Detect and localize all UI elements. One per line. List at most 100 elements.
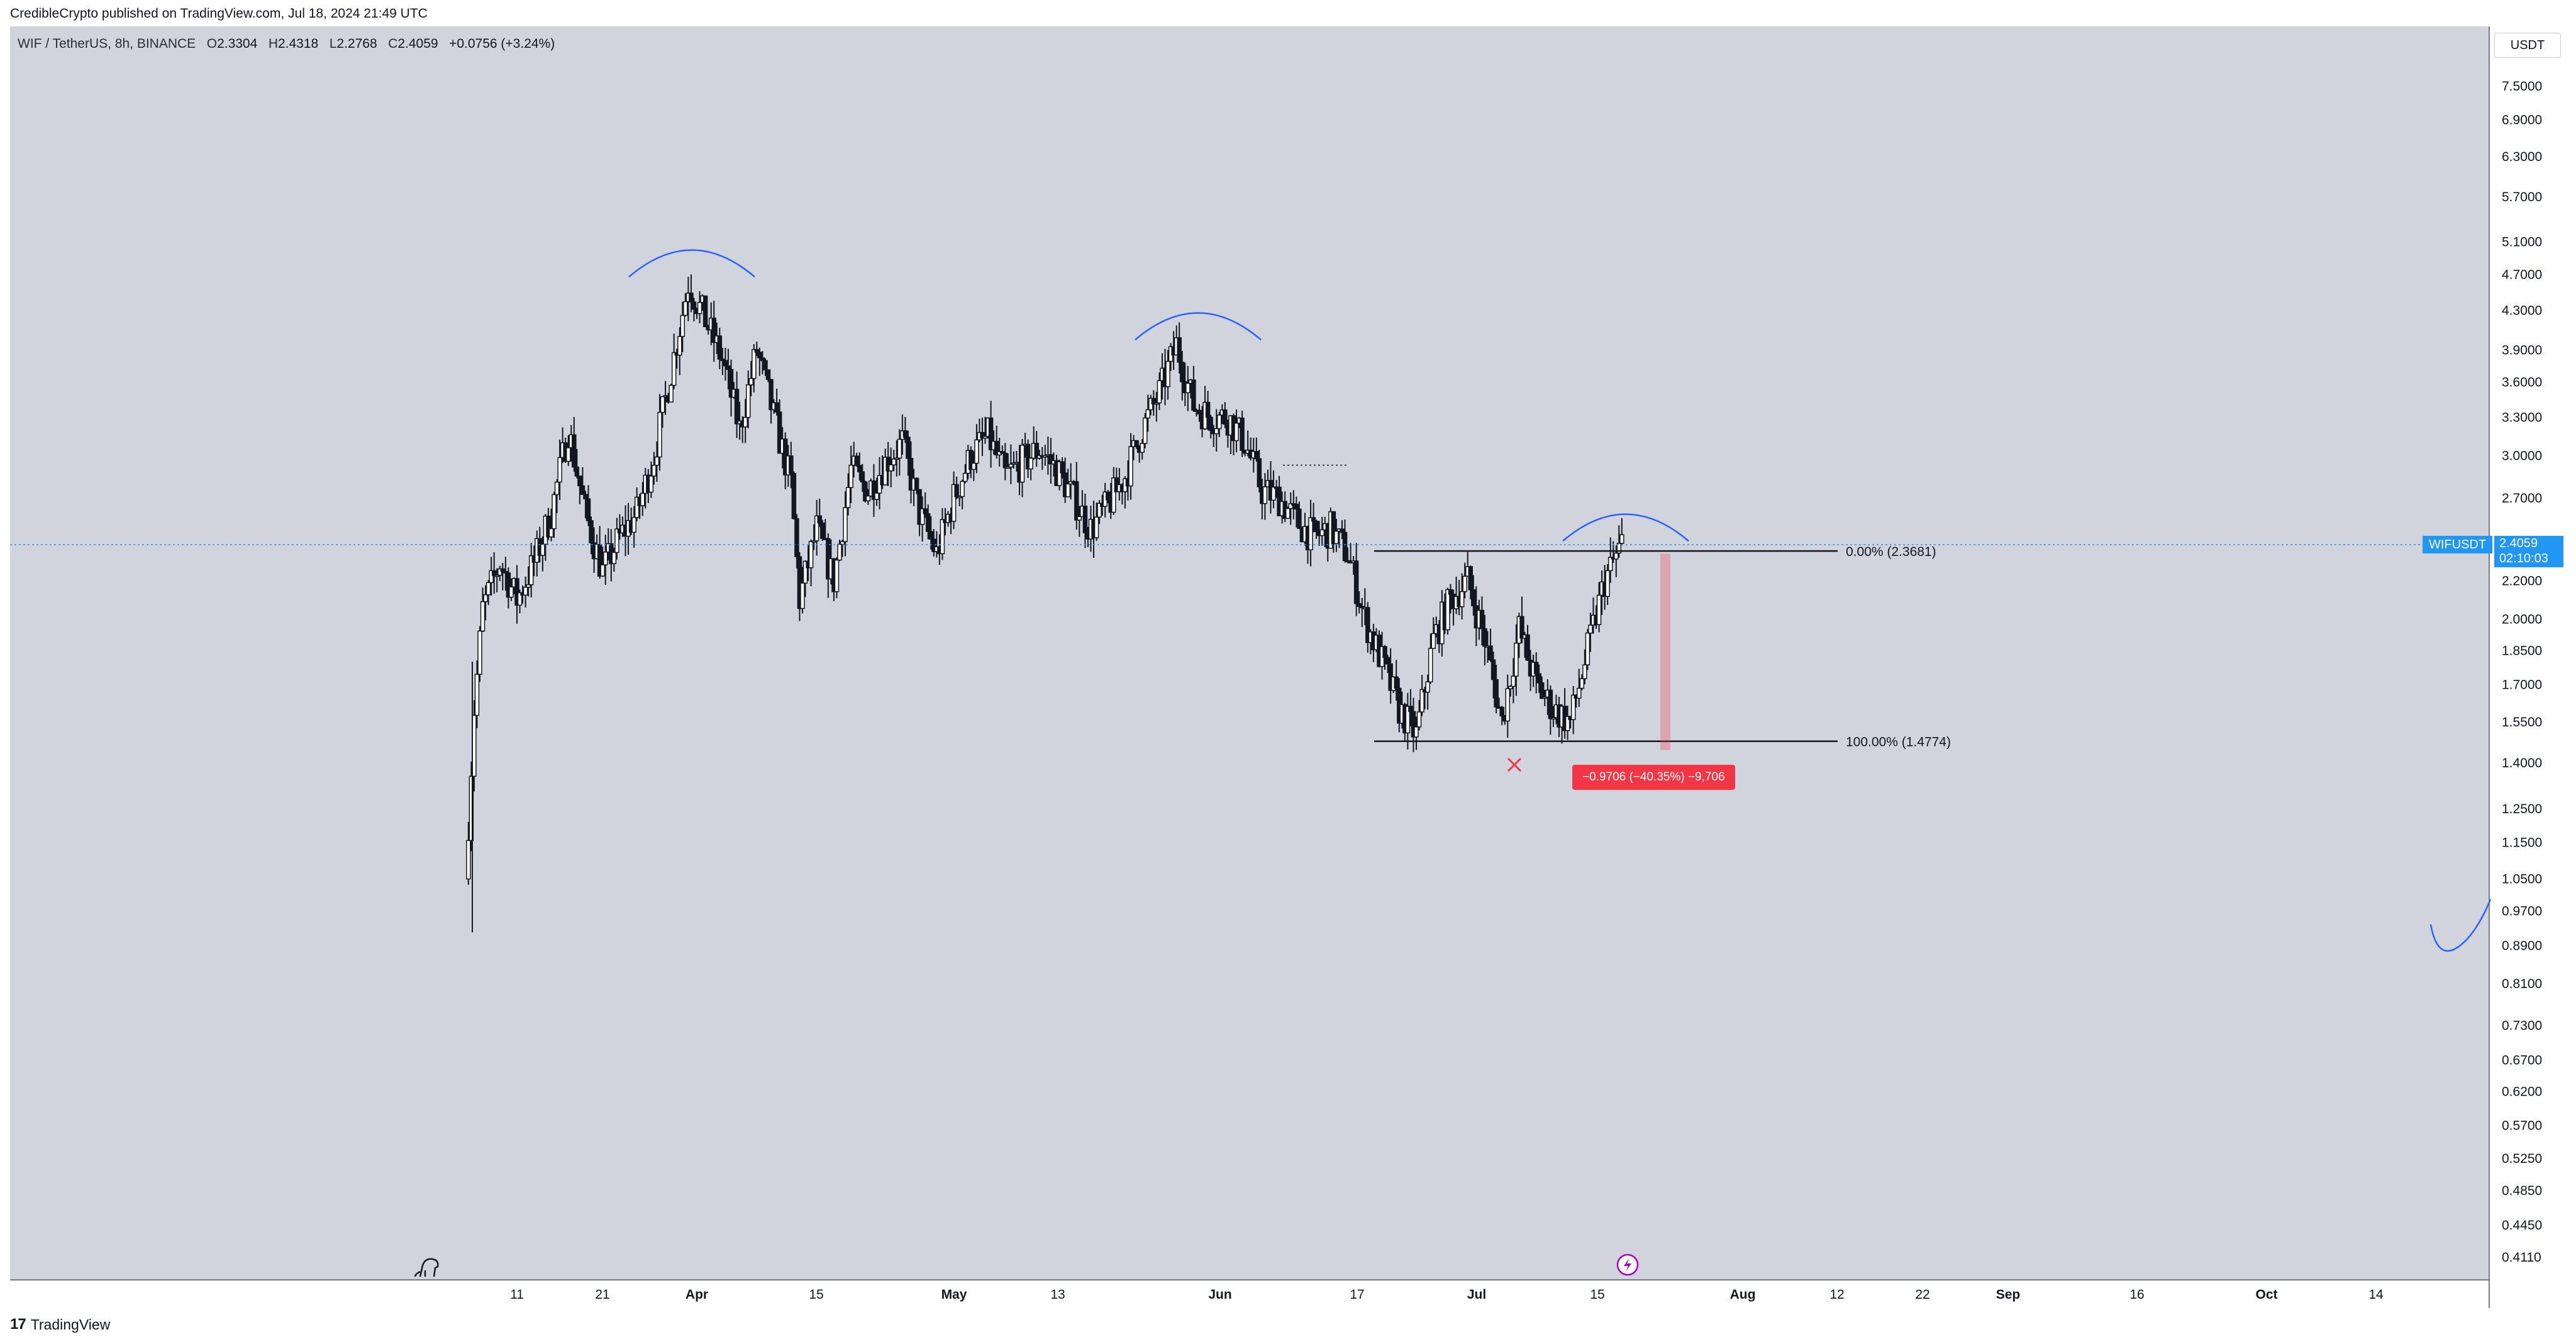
price-tick-label: 3.6000 — [2502, 375, 2542, 390]
price-tick-label: 0.4850 — [2502, 1184, 2542, 1198]
price-tick-label: 1.1500 — [2502, 835, 2542, 850]
price-tick-label: 6.9000 — [2502, 113, 2542, 127]
candle-body — [800, 582, 805, 609]
price-tick-label: 1.7000 — [2502, 678, 2542, 692]
time-tick-label: 13 — [1050, 1287, 1065, 1302]
candle-body — [540, 543, 545, 556]
candle-body — [817, 515, 822, 524]
candle-body — [754, 349, 760, 353]
close-key: C — [388, 36, 398, 51]
candle-body — [951, 484, 957, 522]
candle-body — [572, 434, 577, 468]
candle-body — [602, 551, 608, 565]
candle-body — [980, 431, 985, 439]
candle-body — [1308, 517, 1313, 551]
candle-body — [1340, 528, 1345, 533]
candle-body — [1488, 645, 1493, 661]
measure-label: −0.9706 (−40.35%) −9,706 — [1572, 765, 1735, 790]
candle-body — [557, 457, 562, 483]
open-key: O — [206, 36, 218, 51]
candle-body — [994, 440, 999, 456]
candle-body — [860, 471, 865, 483]
candle-body — [580, 485, 586, 495]
candle-body — [1394, 676, 1399, 689]
candle-body — [611, 552, 617, 564]
price-tick-label: 2.0000 — [2502, 612, 2542, 626]
ohlc-legend: WIF / TetherUS, 8h, BINANCE O2.3304 H2.4… — [18, 36, 555, 52]
candle-body — [888, 464, 894, 472]
candle-body — [669, 384, 674, 403]
time-tick-label: Aug — [1730, 1287, 1756, 1302]
candle-body — [631, 516, 636, 533]
candle-body — [1585, 632, 1591, 665]
symbol-label[interactable]: WIF / TetherUS, 8h, BINANCE — [18, 36, 196, 51]
candle-body — [680, 314, 686, 337]
candle-body — [894, 457, 899, 460]
candle-body — [1191, 379, 1196, 411]
fib-level-0-label: 0.00% (2.3681) — [1846, 545, 1936, 559]
price-tick-label: 1.5500 — [2502, 715, 2542, 730]
candle-body — [1234, 423, 1239, 442]
candle-body — [1214, 428, 1219, 435]
candle-body — [1499, 706, 1504, 717]
candle-body — [794, 518, 799, 557]
candle-body — [469, 775, 474, 841]
candle-body — [546, 515, 551, 538]
candle-body — [717, 335, 723, 360]
candle-body — [486, 582, 491, 596]
candle-body — [494, 574, 499, 577]
candle-body — [586, 498, 591, 521]
time-tick-label: Apr — [686, 1287, 708, 1302]
candle-body — [919, 508, 925, 525]
candle-body — [528, 555, 534, 586]
candle-body — [923, 508, 928, 514]
candle-body — [891, 458, 896, 465]
candle-body — [1342, 531, 1348, 562]
candle-body — [514, 578, 519, 606]
candle-body — [1240, 417, 1245, 451]
candle-body — [1411, 711, 1416, 738]
price-tick-label: 4.7000 — [2502, 268, 2542, 282]
price-tick-label: 0.5250 — [2502, 1152, 2542, 1166]
candle-body — [954, 484, 959, 497]
candle-body — [1262, 486, 1268, 504]
candle-body — [1542, 696, 1548, 699]
price-tick-label: 4.3000 — [2502, 304, 2542, 318]
candle-body — [1365, 607, 1370, 643]
candle-body — [957, 496, 962, 499]
candles — [466, 274, 1624, 885]
candle-body — [1145, 409, 1151, 419]
tradingview-brand[interactable]: TradingView — [30, 1316, 111, 1333]
price-tick-label: 2.7000 — [2502, 491, 2542, 506]
price-tick-label: 0.7300 — [2502, 1019, 2542, 1033]
candle-body — [683, 301, 688, 316]
candle-body — [1459, 591, 1465, 608]
high-key: H — [268, 36, 278, 51]
candle-body — [1505, 688, 1511, 722]
time-tick-label: Jul — [1467, 1287, 1486, 1302]
candle-body — [1151, 397, 1157, 404]
price-tick-label: 0.5700 — [2502, 1118, 2542, 1133]
candle-body — [1157, 380, 1162, 404]
price-axis-pane — [2489, 26, 2576, 1280]
candle-body — [1519, 616, 1524, 639]
tradingview-logo[interactable]: 17 — [10, 1316, 26, 1333]
price-tick-label: 1.2500 — [2502, 802, 2542, 816]
candle-body — [583, 494, 588, 499]
candle-body — [640, 492, 645, 506]
candle-body — [677, 336, 682, 356]
candle-body — [652, 464, 657, 477]
candle-body — [834, 559, 840, 592]
time-tick-label: Sep — [1996, 1287, 2021, 1302]
candle-body — [1057, 461, 1062, 486]
price-tick-label: 0.8900 — [2502, 939, 2542, 953]
candle-body — [1223, 409, 1228, 425]
currency-button[interactable]: USDT — [2494, 33, 2561, 58]
candle-body — [1060, 461, 1065, 474]
candle-body — [702, 295, 708, 328]
candle-body — [1319, 529, 1324, 536]
candle-body — [500, 568, 506, 572]
measure-range — [1660, 553, 1670, 750]
candle-body — [1177, 337, 1182, 363]
